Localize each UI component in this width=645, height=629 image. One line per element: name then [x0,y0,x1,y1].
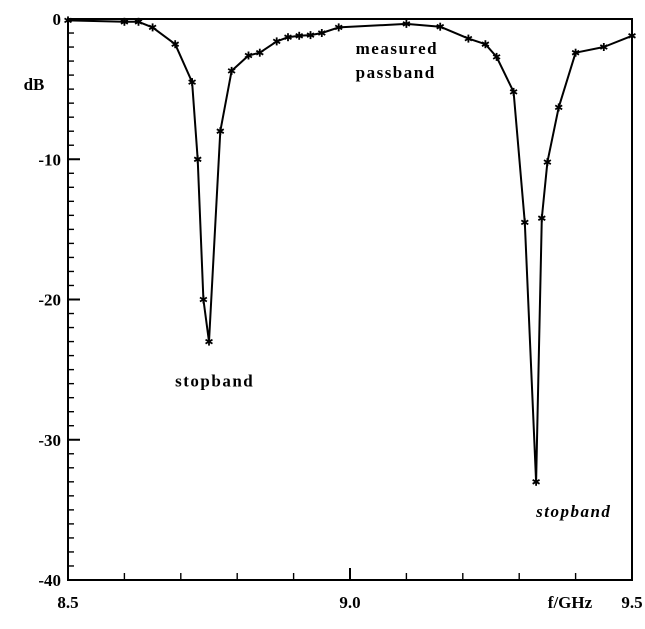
data-point-marker [509,89,518,95]
y-tick-label: -40 [38,571,61,590]
y-tick-label: -10 [38,150,61,169]
annotation-text: measured [356,39,439,58]
data-point-marker [64,17,72,24]
data-point-marker [537,215,546,221]
data-point-marker [317,30,326,36]
data-point-marker [134,19,143,25]
data-point [436,22,445,31]
data-point [272,37,281,46]
data-point-marker [571,49,580,56]
data-point [134,17,143,26]
data-point [306,31,315,40]
data-point [537,214,546,223]
data-point [492,52,501,61]
y-ticks: 0 -10 -20 -30 -40 [38,10,80,590]
y-tick-label: 0 [53,10,62,29]
series-group [64,16,636,486]
plot-frame [67,18,633,581]
data-point-marker [193,156,202,163]
data-point [464,34,473,43]
axes [67,18,633,581]
data-point [628,31,636,40]
data-point [148,23,157,32]
data-point [334,23,343,32]
data-point [171,40,180,49]
data-point [554,103,563,112]
data-point [255,48,264,57]
data-point [188,78,197,87]
data-point-marker [464,35,473,42]
data-point-marker [227,68,236,74]
data-point-marker [402,21,411,27]
data-point-marker [306,32,315,38]
data-point [520,218,529,227]
x-tick-label: 9.0 [339,593,360,612]
data-point [317,29,326,37]
data-point [244,51,253,60]
data-point-marker [255,49,264,56]
y-tick-label: -30 [38,431,61,450]
data-point [481,40,490,49]
x-tick-label: 9.5 [621,593,642,612]
data-point [532,477,541,486]
x-tick-label: 8.5 [57,593,78,612]
y-tick-label: -20 [38,291,61,310]
data-point-marker [188,79,197,85]
data-point [295,31,304,40]
data-point-marker [436,23,445,30]
data-point [199,295,208,304]
data-point [205,337,213,346]
x-ticks: 8.5 9.0 9.5 [57,568,643,612]
annotation-text: stopband [175,371,254,390]
data-point-marker [481,41,490,47]
data-point-marker [205,338,213,345]
y-axis-label: dB [24,75,45,94]
data-point [193,155,202,164]
data-point-marker [272,38,281,45]
data-point-marker [334,24,343,31]
data-point-marker [199,296,208,303]
data-point [509,87,518,96]
data-point [120,17,129,26]
data-point-marker [599,44,608,50]
data-point [402,19,411,28]
data-point-marker [492,54,501,60]
data-point-marker [171,41,180,47]
data-point-marker [295,33,304,39]
data-point-marker [554,104,563,111]
labels-group: dB f/GHz measured passband stopband stopband [24,39,611,612]
data-point [543,158,552,167]
data-point [64,16,72,25]
annotation-text: passband [356,63,436,82]
data-point-marker [216,128,225,134]
data-point [227,66,236,75]
data-point-marker [543,159,552,165]
data-point [571,48,580,57]
data-point-marker [628,33,636,39]
data-point-marker [244,52,253,59]
data-point [216,127,225,136]
data-point-marker [120,19,129,25]
data-point [284,33,292,42]
data-point [599,43,608,51]
data-point-marker [532,479,541,485]
data-point-marker [148,24,157,31]
data-point-marker [284,34,292,40]
data-point-marker [520,219,529,226]
series-line [67,19,633,483]
annotation-text: stopband [535,502,611,521]
x-axis-label: f/GHz [548,593,593,612]
